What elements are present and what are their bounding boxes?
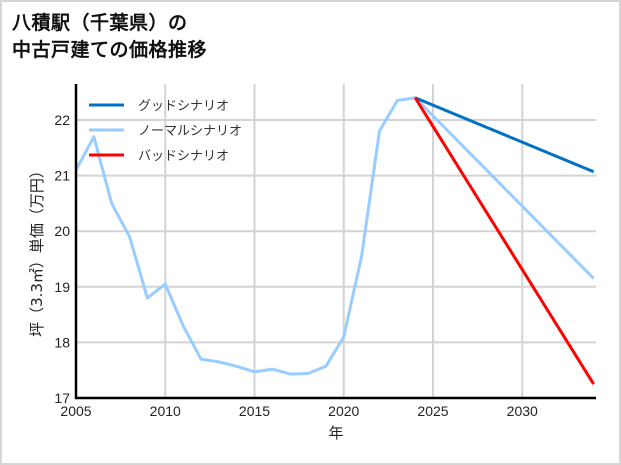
x-tick-label: 2025 [417,403,448,419]
series-line-bad [413,96,595,385]
y-tick-label: 19 [54,279,70,295]
x-tick-label: 2010 [150,403,181,419]
legend-label: バッドシナリオ [138,149,229,164]
y-tick-label: 18 [54,334,70,350]
title-line-2: 中古戸建ての価格推移 [12,39,208,61]
legend-label: ノーマルシナリオ [138,124,242,139]
y-tick-label: 21 [54,168,70,184]
x-tick-label: 2030 [507,403,538,419]
series-line-normal [74,96,595,376]
chart-title: 八積駅（千葉県）の 中古戸建ての価格推移 [12,10,207,64]
y-tick-label: 17 [54,390,70,406]
x-axis-label: 年 [328,424,343,442]
series-line-good [414,96,595,174]
title-line-1: 八積駅（千葉県）の [12,12,188,34]
x-tick-label: 2005 [60,403,91,419]
series-group [74,96,595,385]
y-tick-label: 22 [54,112,70,128]
x-tick-label: 2020 [328,403,359,419]
y-axis-label: 坪（3.3㎡）単価（万円） [28,163,46,337]
y-tick-label: 20 [54,223,70,239]
legend-label: グッドシナリオ [138,99,229,114]
x-tick-label: 2015 [239,403,270,419]
